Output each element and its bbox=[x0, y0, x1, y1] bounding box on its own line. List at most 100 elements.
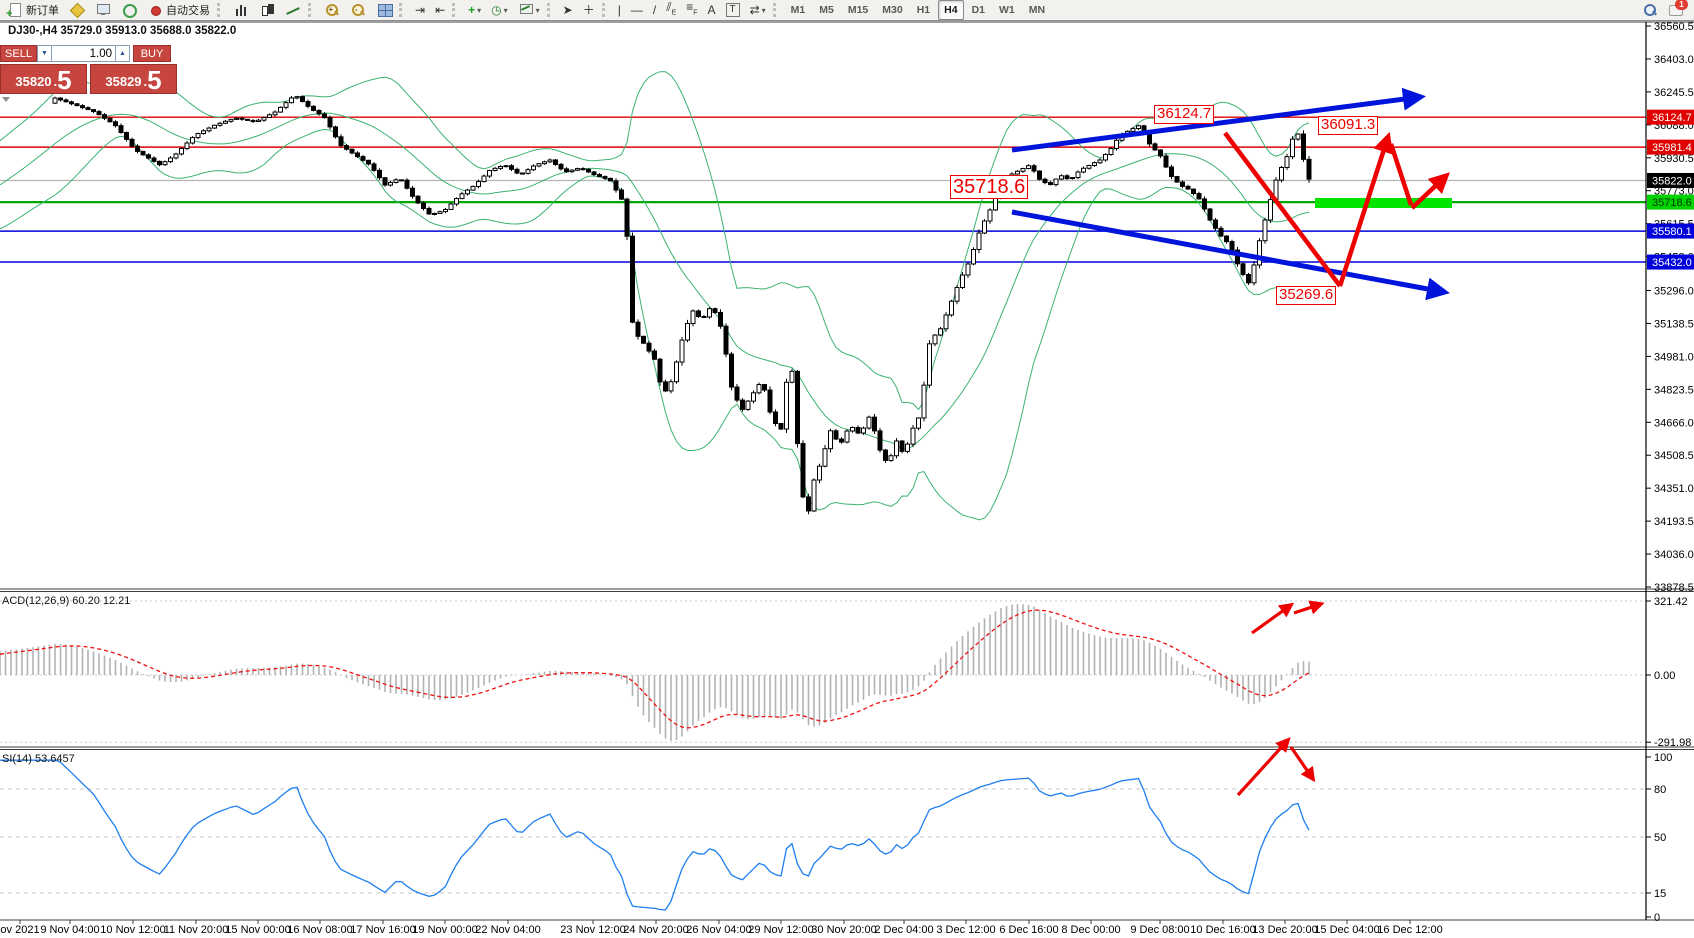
template-icon bbox=[518, 2, 534, 18]
svg-text:16 Dec 12:00: 16 Dec 12:00 bbox=[1377, 924, 1442, 936]
auto-trading-button[interactable]: 自动交易 bbox=[143, 0, 214, 20]
text-label-tool[interactable]: T bbox=[722, 0, 744, 20]
svg-text:15 Nov 00:00: 15 Nov 00:00 bbox=[225, 924, 290, 936]
red-price-arrow-3[interactable] bbox=[1388, 143, 1414, 206]
sell-button[interactable]: SELL bbox=[0, 45, 37, 62]
svg-text:36560.5: 36560.5 bbox=[1654, 21, 1694, 33]
horizontal-line-tool[interactable]: — bbox=[627, 0, 647, 20]
zoom-out-icon: - bbox=[350, 2, 366, 18]
svg-text:17 Nov 16:00: 17 Nov 16:00 bbox=[350, 924, 415, 936]
timeframe-w1[interactable]: W1 bbox=[999, 4, 1015, 16]
arrows-icon: ⇄ bbox=[749, 3, 760, 17]
blue-trendline-arrow-1[interactable] bbox=[1011, 87, 1426, 153]
svg-text:11 Nov 20:00: 11 Nov 20:00 bbox=[164, 924, 229, 936]
svg-text:19 Nov 00:00: 19 Nov 00:00 bbox=[412, 924, 477, 936]
templates-button[interactable]: ▾ bbox=[514, 0, 544, 20]
drawing-objects[interactable] bbox=[1011, 87, 1452, 797]
tile-windows-button[interactable] bbox=[372, 0, 396, 20]
chart-title: DJ30-,H4 35729.0 35913.0 35688.0 35822.0 bbox=[8, 25, 237, 37]
navigator-button[interactable] bbox=[117, 0, 141, 20]
vertical-line-tool[interactable]: | bbox=[614, 0, 625, 20]
svg-text:23 Nov 12:00: 23 Nov 12:00 bbox=[560, 924, 625, 936]
svg-text:35580.1: 35580.1 bbox=[1652, 226, 1692, 238]
notifications-button[interactable]: 1 bbox=[1664, 0, 1688, 20]
red-rsi-arrow-2[interactable] bbox=[1289, 746, 1316, 783]
cursor-tool-button[interactable]: ➤ bbox=[559, 0, 577, 20]
chart-frame bbox=[0, 21, 1694, 921]
arrows-tool[interactable]: ⇄ ▾ bbox=[749, 3, 766, 17]
zoom-in-button[interactable]: + bbox=[320, 0, 344, 20]
price-annotation-36124-7[interactable]: 36124.7 bbox=[1154, 105, 1215, 124]
text-label-icon: T bbox=[725, 3, 740, 17]
fibonacci-tool[interactable]: ≡F bbox=[682, 0, 701, 20]
red-macd-arrow-2[interactable] bbox=[1293, 600, 1325, 615]
volume-decrease-button[interactable]: ▼ bbox=[37, 45, 52, 62]
sell-price-main: 35820 bbox=[15, 74, 52, 89]
red-rsi-arrow-1[interactable] bbox=[1236, 737, 1291, 797]
channel-tool[interactable]: ⫽E bbox=[662, 0, 680, 20]
buy-button[interactable]: BUY bbox=[133, 45, 171, 62]
search-button[interactable] bbox=[1638, 0, 1662, 20]
toolbar-grip bbox=[308, 3, 315, 17]
timeframe-m15[interactable]: M15 bbox=[847, 4, 869, 16]
clock-icon: ◷ bbox=[491, 3, 502, 17]
support-zone-highlight[interactable] bbox=[1315, 198, 1452, 208]
toolbar-grip bbox=[772, 3, 780, 17]
timeframe-group: M1 M5 M15 M30 H1 H4 D1 W1 MN bbox=[784, 0, 1052, 20]
buy-price-display[interactable]: 35829. 5 bbox=[90, 64, 177, 94]
svg-text:24 Nov 20:00: 24 Nov 20:00 bbox=[623, 924, 688, 936]
timeframe-m1[interactable]: M1 bbox=[790, 4, 806, 16]
timeframe-mn[interactable]: MN bbox=[1028, 4, 1046, 16]
volume-input[interactable] bbox=[52, 45, 115, 62]
blue-trendline-arrow-2[interactable] bbox=[1011, 209, 1450, 301]
market-watch-button[interactable] bbox=[91, 0, 115, 20]
text-icon: A bbox=[707, 3, 716, 17]
svg-text:22 Nov 04:00: 22 Nov 04:00 bbox=[475, 924, 540, 936]
red-price-arrow-2[interactable] bbox=[1337, 131, 1394, 287]
add-indicator-icon: + bbox=[468, 3, 476, 17]
bar-chart-button[interactable] bbox=[229, 0, 253, 20]
timeframe-m5[interactable]: M5 bbox=[819, 4, 834, 16]
svg-text:-291.98: -291.98 bbox=[1654, 737, 1691, 749]
panel-collapse-icon[interactable] bbox=[2, 97, 10, 102]
crosshair-icon: ＋ bbox=[582, 3, 595, 17]
red-price-arrow-4[interactable] bbox=[1410, 172, 1450, 210]
crosshair-tool-button[interactable]: ＋ bbox=[579, 0, 599, 20]
chart-shift-button[interactable]: ⇤ bbox=[431, 0, 449, 20]
red-macd-arrow-1[interactable] bbox=[1251, 602, 1295, 635]
horizontal-line-icon: — bbox=[630, 3, 643, 17]
candlestick-chart-button[interactable] bbox=[255, 0, 279, 20]
trendline-tool[interactable]: / bbox=[649, 0, 660, 20]
svg-text:ov 2021: ov 2021 bbox=[0, 924, 39, 936]
metaeditor-button[interactable] bbox=[65, 0, 89, 20]
fibonacci-icon: ≡F bbox=[686, 0, 698, 17]
price-annotation-35269-6[interactable]: 35269.6 bbox=[1276, 286, 1337, 305]
volume-increase-button[interactable]: ▲ bbox=[115, 45, 130, 62]
line-chart-button[interactable] bbox=[281, 0, 305, 20]
periods-button[interactable]: ◷ ▾ bbox=[491, 3, 508, 17]
text-tool[interactable]: A bbox=[704, 0, 720, 20]
svg-text:35138.5: 35138.5 bbox=[1654, 318, 1694, 330]
zoom-out-button[interactable]: - bbox=[346, 0, 370, 20]
svg-text:16 Nov 08:00: 16 Nov 08:00 bbox=[287, 924, 352, 936]
add-indicator-button[interactable]: + ▾ bbox=[468, 3, 482, 17]
svg-text:15: 15 bbox=[1654, 888, 1666, 900]
timeframe-d1[interactable]: D1 bbox=[971, 4, 986, 16]
red-price-arrow-1[interactable] bbox=[1223, 131, 1342, 288]
new-order-button[interactable]: + 新订单 bbox=[3, 0, 63, 20]
sell-price-display[interactable]: 35820. 5 bbox=[0, 64, 87, 94]
svg-text:36403.0: 36403.0 bbox=[1654, 54, 1694, 66]
price-annotation-36091-3[interactable]: 36091.3 bbox=[1318, 116, 1379, 135]
timeframe-h4[interactable]: H4 bbox=[938, 0, 964, 20]
timeframe-h1[interactable]: H1 bbox=[916, 4, 931, 16]
new-order-icon: + bbox=[6, 2, 23, 20]
svg-text:26 Nov 04:00: 26 Nov 04:00 bbox=[686, 924, 751, 936]
diamond-icon bbox=[69, 2, 86, 19]
candlestick-icon bbox=[259, 2, 275, 18]
rsi-label: SI(14) 53.6457 bbox=[2, 753, 75, 765]
auto-scroll-button[interactable]: ⇥ bbox=[411, 0, 429, 20]
sell-price-pip: 5 bbox=[57, 65, 72, 95]
price-annotation-35718-6[interactable]: 35718.6 bbox=[950, 175, 1029, 199]
timeframe-m30[interactable]: M30 bbox=[882, 4, 903, 16]
